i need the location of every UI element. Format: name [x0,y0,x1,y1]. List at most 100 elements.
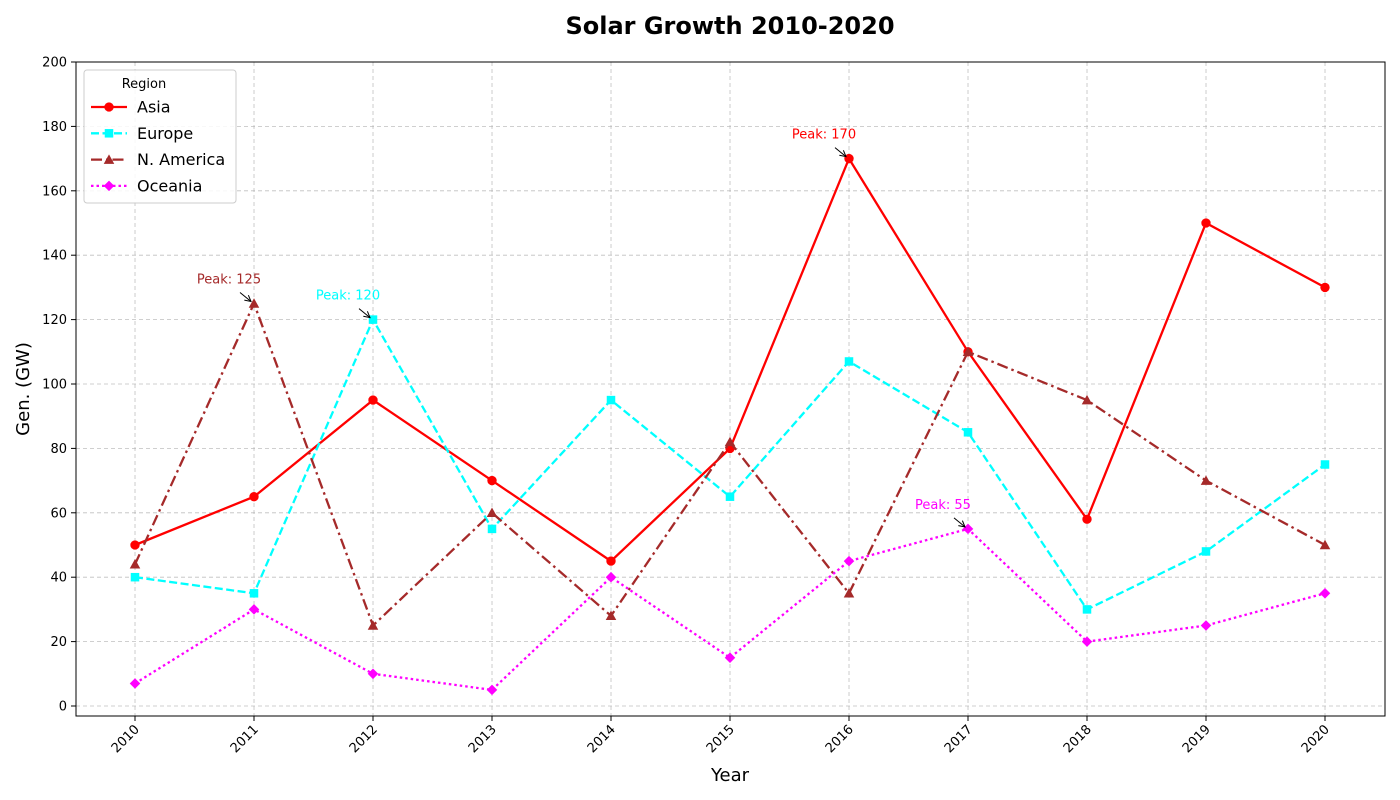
data-point [248,298,260,308]
x-tick-label: 2015 [704,722,738,756]
data-point [104,129,114,138]
legend-entry: Europe [91,124,193,143]
data-point [724,436,736,447]
series-line [134,317,1326,611]
annotation-label: Peak: 120 [316,289,380,304]
legend-box [83,69,237,204]
series-line [134,527,1326,692]
annotation-arrow [358,308,371,318]
data-point [1319,539,1331,550]
data-point [1320,460,1330,469]
data-point [606,395,616,405]
data-point [843,588,855,598]
x-tick-label: 2018 [1061,722,1095,756]
y-tick-label: 100 [42,378,67,393]
data-point [1082,514,1092,524]
x-tick-label: 2014 [585,722,619,756]
data-point [1201,547,1211,556]
y-tick-label: 60 [50,506,67,521]
data-point [103,154,115,164]
x-tick-label: 2011 [228,722,262,756]
y-tick-label: 180 [42,120,67,135]
data-point [962,346,974,357]
y-axis-title: Gen. (GW) [13,342,34,436]
data-point [843,555,855,567]
legend-label: Asia [137,98,171,117]
legend-label: Europe [137,124,193,143]
annotation-label: Peak: 170 [792,128,856,143]
data-point [129,678,141,689]
data-point [249,492,259,502]
data-point [130,572,140,582]
y-tick-label: 160 [42,184,67,199]
x-tick-label: 2012 [347,722,381,756]
annotation-arrowhead [244,295,252,303]
plot-frame [75,61,1386,717]
data-point [962,523,974,535]
x-tick-label: 2016 [823,722,857,756]
data-point [487,524,497,534]
x-axis-title: Year [710,765,750,786]
legend-label: Oceania [137,176,202,195]
data-point [605,610,617,621]
data-point [1081,394,1093,405]
series-oceania [129,523,1331,696]
y-tick-label: 40 [50,571,67,586]
data-point [725,492,735,501]
data-point [1082,605,1092,614]
annotation-arrowhead [958,520,966,528]
x-tick-label: 2013 [466,722,500,756]
data-point [104,102,114,112]
chart-title: Solar Growth 2010-2020 [565,12,894,40]
legend-label: N. America [137,150,225,169]
data-point [129,559,141,569]
data-point [130,540,140,550]
annotation-arrow [953,517,966,528]
x-tick-label: 2019 [1180,722,1214,756]
data-point [368,395,378,405]
data-point [1200,475,1212,485]
y-tick-label: 200 [42,56,67,71]
series-n-america [129,298,1331,630]
data-point [1081,636,1093,647]
data-point [1200,620,1212,631]
legend-title: Region [122,77,167,92]
data-point [367,620,379,630]
data-point [724,652,736,663]
y-tick-label: 80 [50,442,67,457]
data-point [487,475,497,486]
data-point [963,428,973,437]
data-point [1201,218,1211,228]
series-europe [130,315,1330,614]
data-point [844,357,854,366]
annotations-layer: Peak: 170 Peak: 120 Peak: 125 Peak: 55 [197,128,971,528]
x-tick-label: 2017 [942,722,976,756]
y-axis-ticks: 0 20 40 60 80 100 120 140 160 180 200 [42,56,76,715]
y-tick-label: 120 [42,313,67,328]
annotation-label: Peak: 55 [915,498,971,513]
data-point [103,180,115,192]
grid-lines [76,61,1385,716]
x-axis-ticks: 2010 2011 2012 2013 2014 2015 2016 2017 2018 2019… [109,716,1333,756]
data-point [605,571,617,583]
annotation-arrowhead [839,150,847,158]
annotation-arrow [239,292,252,302]
data-point [844,153,854,164]
y-tick-label: 140 [42,249,67,264]
data-point [486,684,498,696]
y-tick-label: 20 [50,635,67,650]
data-point [248,604,260,615]
x-tick-label: 2010 [109,722,143,756]
annotation-arrowhead [363,311,371,319]
series-layer [129,153,1331,696]
legend: Region Asia Europe N. America Oceania [83,69,237,204]
legend-entry: N. America [91,150,225,169]
data-point [1320,282,1330,293]
data-point [1319,588,1331,599]
annotation-label: Peak: 125 [197,273,261,288]
data-point [249,589,259,598]
x-tick-label: 2020 [1299,722,1333,756]
legend-entry: Oceania [91,176,202,195]
y-tick-label: 0 [59,700,67,715]
